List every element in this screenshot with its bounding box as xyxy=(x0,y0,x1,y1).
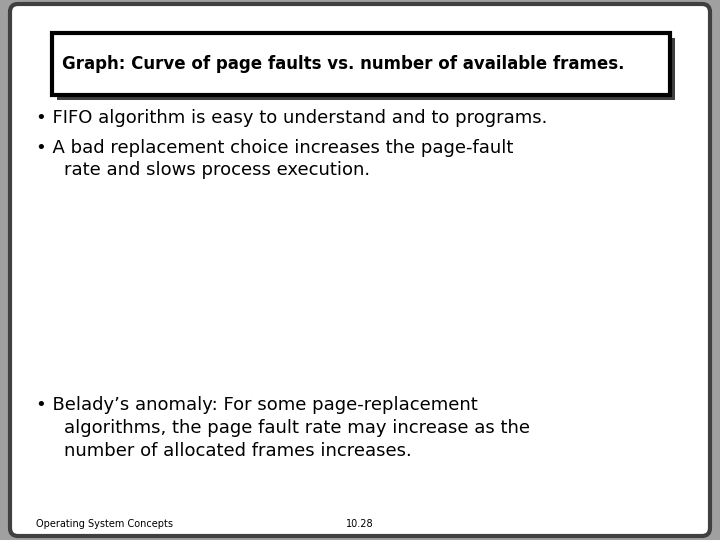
Text: Graph: Curve of page faults vs. number of available frames.: Graph: Curve of page faults vs. number o… xyxy=(62,55,624,73)
Text: algorithms, the page fault rate may increase as the: algorithms, the page fault rate may incr… xyxy=(64,419,530,437)
Text: Page: Page xyxy=(55,237,93,252)
Bar xyxy=(57,38,675,100)
Text: 10.28: 10.28 xyxy=(346,519,374,529)
Text: • FIFO algorithm is easy to understand and to programs.: • FIFO algorithm is easy to understand a… xyxy=(36,109,547,127)
Text: Faults: Faults xyxy=(52,261,96,276)
Text: • Belady’s anomaly: For some page-replacement: • Belady’s anomaly: For some page-replac… xyxy=(36,396,478,414)
Text: Operating System Concepts: Operating System Concepts xyxy=(36,519,173,529)
Bar xyxy=(52,33,670,95)
Text: rate and slows process execution.: rate and slows process execution. xyxy=(64,161,370,179)
Text: • A bad replacement choice increases the page-fault: • A bad replacement choice increases the… xyxy=(36,139,513,157)
FancyBboxPatch shape xyxy=(10,4,710,536)
X-axis label: Frames: Frames xyxy=(354,373,416,388)
Text: number of allocated frames increases.: number of allocated frames increases. xyxy=(64,442,412,460)
